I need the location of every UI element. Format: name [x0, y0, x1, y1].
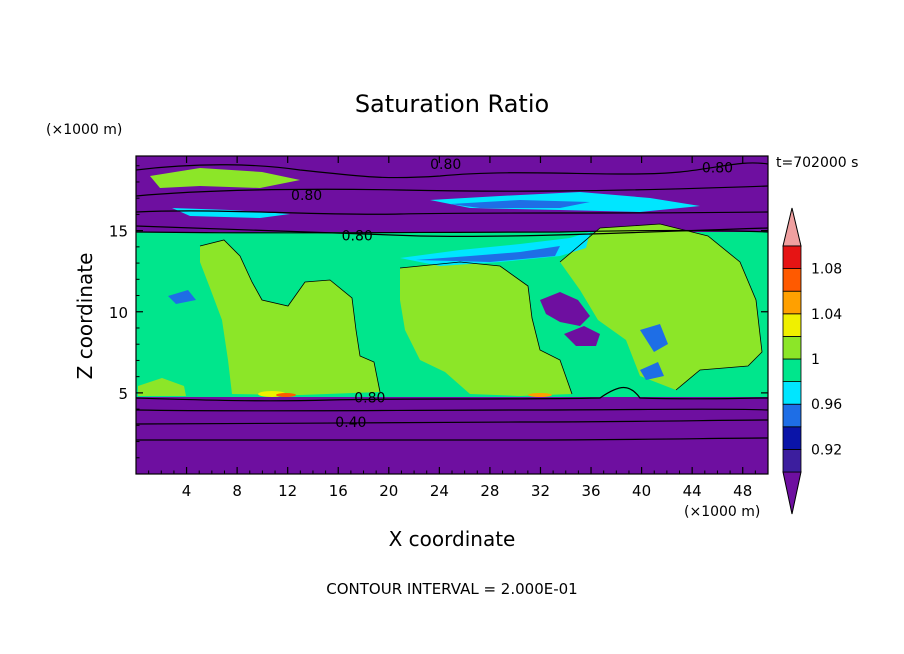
blue-fringe-2: [640, 362, 664, 380]
contour-labels: 0.80 0.80 0.80 0.80 0.80 0.40: [291, 157, 733, 431]
y-tick-label: 5: [118, 385, 128, 403]
contour-label: 0.80: [291, 188, 322, 204]
contour-label: 0.80: [430, 157, 461, 173]
y-axis-ticks: 5 10 15: [109, 165, 768, 459]
x-tick-label: 40: [632, 482, 651, 500]
colorbar-swatch: [782, 403, 802, 428]
colorbar-swatch: [782, 426, 802, 450]
contour-line: [136, 386, 768, 402]
y-tick-label: 15: [109, 223, 128, 241]
contour-line: [136, 419, 768, 425]
cloud-top-streak: [400, 232, 590, 266]
colorbar-label: 0.96: [811, 397, 842, 413]
x-tick-label: 8: [232, 482, 242, 500]
x-tick-label: 32: [531, 482, 550, 500]
colorbar-label: 0.92: [811, 442, 842, 458]
colorbar-swatch: [782, 358, 802, 383]
contour-label: 0.40: [335, 415, 366, 431]
dry-intrusion-1: [540, 292, 590, 326]
x-axis-ticks: 4 8 12 16 20 24 28 32 36 40 44 48: [148, 156, 756, 500]
colorbar: 0.92 0.96 1 1.04 1.08: [782, 207, 842, 515]
colorbar-swatch: [782, 381, 802, 405]
plot-area: 0.80 0.80 0.80 0.80 0.80 0.40: [136, 156, 768, 474]
cloud-top-streak-dark: [416, 246, 560, 262]
x-unit-label: (×1000 m): [684, 504, 760, 520]
chart-title: Saturation Ratio: [355, 90, 549, 118]
blue-fringe-1: [640, 324, 668, 352]
contour-line: [199, 239, 381, 393]
contour-label: 0.80: [354, 391, 385, 407]
spot-yellow-2: [528, 393, 552, 397]
contour-line: [559, 223, 763, 391]
contour-line: [136, 225, 768, 237]
x-tick-label: 28: [480, 482, 499, 500]
colorbar-swatch: [782, 268, 802, 292]
colorbar-swatch: [782, 448, 802, 473]
contour-line: [136, 185, 768, 197]
colorbar-label: 1: [811, 352, 820, 368]
blue-fringe-3: [168, 290, 196, 304]
cell-1: [200, 240, 380, 395]
time-label: t=702000 s: [776, 155, 858, 171]
contour-line: [136, 229, 768, 234]
colorbar-swatch: [782, 245, 802, 270]
cell-4: [138, 378, 186, 396]
contour-line: [136, 162, 768, 179]
x-tick-label: 24: [430, 482, 449, 500]
colorbar-label: 1.04: [811, 307, 842, 323]
colorbar-swatch: [782, 290, 802, 315]
x-axis-label: X coordinate: [389, 527, 516, 551]
y-tick-label: 10: [109, 304, 128, 322]
contour-label: 0.80: [342, 229, 373, 245]
x-tick-label: 44: [683, 482, 702, 500]
colorbar-over-triangle: [782, 207, 802, 247]
y-unit-label: (×1000 m): [46, 122, 122, 138]
colorbar-swatch: [782, 313, 802, 337]
x-tick-label: 16: [329, 482, 348, 500]
x-tick-label: 20: [379, 482, 398, 500]
y-axis-label: Z coordinate: [73, 253, 97, 380]
contour-line: [136, 408, 768, 412]
contour-line: [136, 210, 768, 215]
upper-moist-streak-1: [150, 168, 300, 188]
cell-3: [560, 224, 762, 390]
colorbar-swatch: [782, 335, 802, 360]
x-tick-label: 4: [182, 482, 192, 500]
contour-interval-footer: CONTOUR INTERVAL = 2.000E-01: [326, 580, 577, 598]
x-tick-label: 36: [581, 482, 600, 500]
contour-label: 0.80: [702, 160, 733, 176]
x-tick-label: 48: [733, 482, 752, 500]
spot-red-1: [276, 393, 296, 397]
colorbar-label: 1.08: [811, 262, 842, 278]
x-tick-label: 12: [278, 482, 297, 500]
colorbar-under-triangle: [782, 471, 802, 515]
upper-moist-streak-4: [450, 200, 590, 208]
contour-line: [399, 261, 573, 395]
dry-intrusion-2: [564, 326, 600, 346]
contour-line: [136, 437, 768, 441]
